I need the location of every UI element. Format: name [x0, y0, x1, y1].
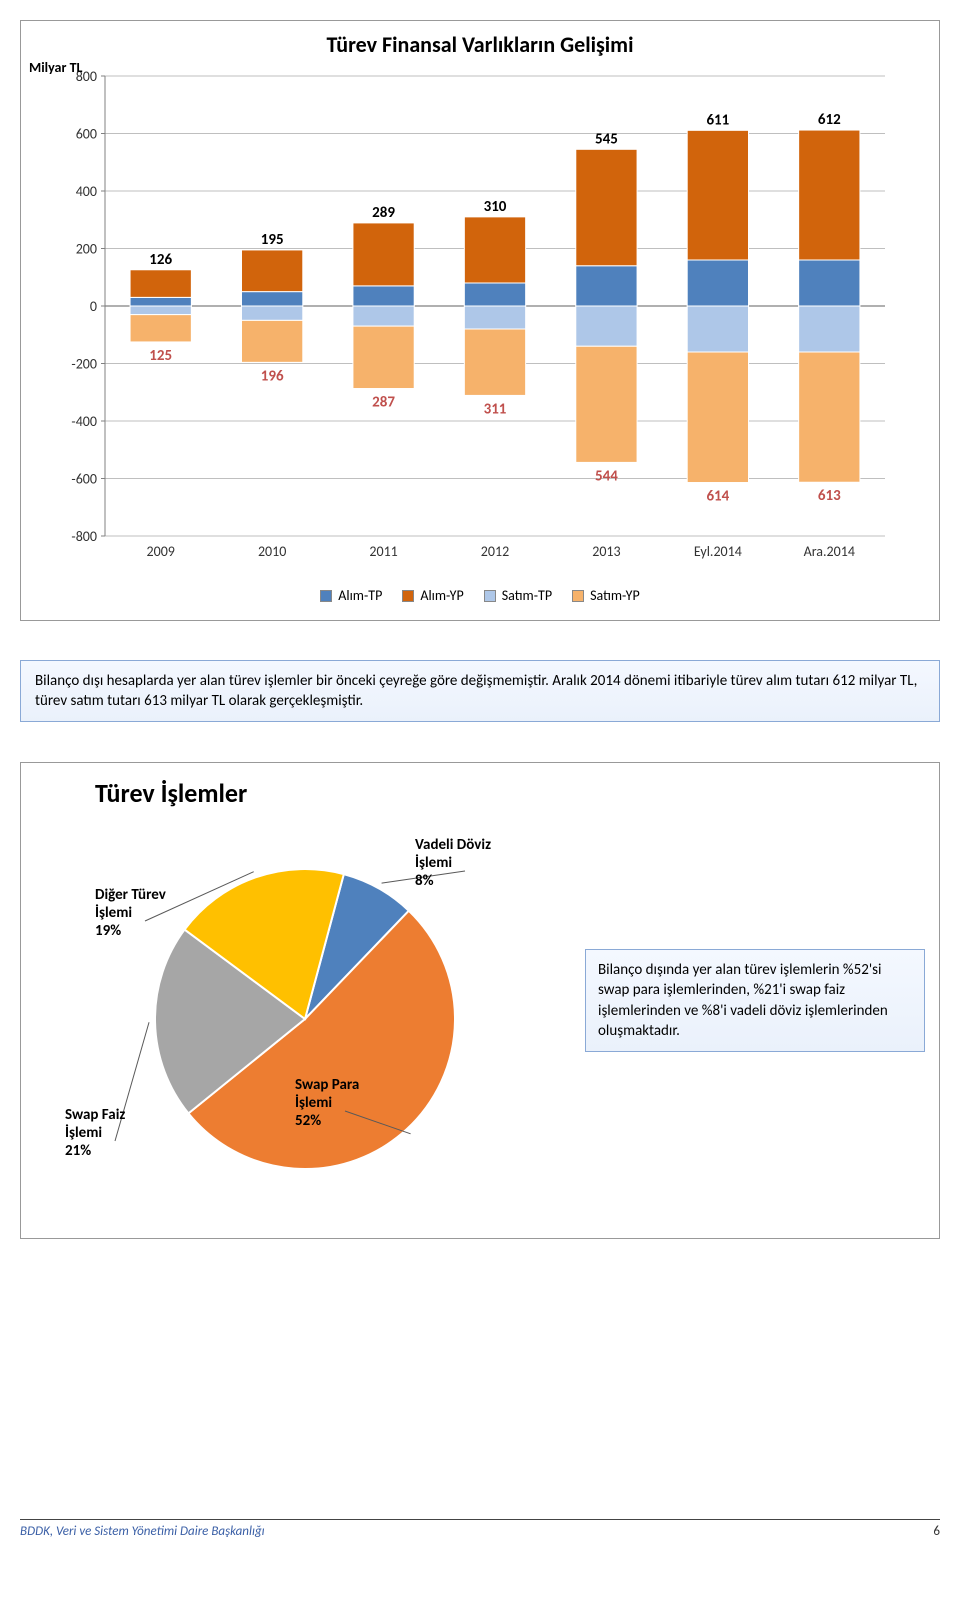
pie-left: Türev İşlemler Vadeli Dövizİşlemi8%Swap …	[35, 777, 555, 1224]
legend-label: Alım-YP	[420, 587, 463, 604]
svg-text:200: 200	[76, 241, 97, 258]
legend-item: Alım-TP	[320, 587, 382, 604]
svg-text:196: 196	[261, 367, 284, 385]
svg-text:İşlemi: İşlemi	[95, 903, 132, 922]
svg-text:19%: 19%	[95, 922, 121, 940]
svg-text:311: 311	[484, 400, 507, 418]
bar-chart-title: Türev Finansal Varlıkların Gelişimi	[35, 31, 925, 58]
svg-text:-200: -200	[71, 356, 97, 373]
svg-text:125: 125	[149, 347, 172, 365]
svg-text:-600: -600	[71, 471, 97, 488]
bar-chart-box: Türev Finansal Varlıkların Gelişimi Mily…	[20, 20, 940, 621]
svg-text:614: 614	[706, 488, 729, 506]
page-footer: BDDK, Veri ve Sistem Yönetimi Daire Başk…	[20, 1519, 940, 1539]
svg-text:611: 611	[706, 111, 729, 129]
svg-text:Ara.2014: Ara.2014	[804, 543, 855, 560]
bar-chart-commentary: Bilanço dışı hesaplarda yer alan türev i…	[20, 660, 940, 723]
svg-text:Eyl.2014: Eyl.2014	[694, 543, 742, 560]
svg-text:2011: 2011	[369, 543, 397, 560]
svg-text:Swap Para: Swap Para	[295, 1076, 359, 1094]
svg-text:600: 600	[76, 126, 97, 143]
pie-chart-box: Türev İşlemler Vadeli Dövizİşlemi8%Swap …	[20, 762, 940, 1239]
svg-text:52%: 52%	[295, 1112, 321, 1130]
pie-chart-title: Türev İşlemler	[95, 777, 555, 809]
svg-text:İşlemi: İşlemi	[415, 853, 452, 872]
svg-text:Swap Faiz: Swap Faiz	[65, 1106, 125, 1124]
svg-text:İşlemi: İşlemi	[65, 1123, 102, 1142]
svg-text:2009: 2009	[147, 543, 175, 560]
legend-label: Alım-TP	[338, 587, 382, 604]
svg-text:287: 287	[372, 394, 395, 412]
bar-chart-svg: -800-600-400-200020040060080012612520091…	[35, 66, 915, 576]
svg-text:-800: -800	[71, 528, 97, 545]
svg-text:0: 0	[90, 298, 97, 315]
svg-text:-400: -400	[71, 413, 97, 430]
svg-text:613: 613	[818, 487, 841, 505]
legend-item: Satım-YP	[572, 587, 640, 604]
bar-chart-legend: Alım-TP Alım-YP Satım-TP Satım-YP	[35, 587, 925, 606]
svg-text:126: 126	[149, 251, 172, 269]
y-axis-title: Milyar TL	[29, 59, 82, 76]
svg-text:195: 195	[261, 231, 284, 249]
svg-text:Vadeli Döviz: Vadeli Döviz	[415, 836, 491, 854]
pie-chart-svg: Vadeli Dövizİşlemi8%Swap Paraİşlemi52%Sw…	[35, 819, 555, 1219]
pie-chart-commentary: Bilanço dışında yer alan türev işlemleri…	[585, 949, 925, 1052]
legend-swatch	[572, 590, 584, 602]
legend-swatch	[402, 590, 414, 602]
svg-text:2012: 2012	[481, 543, 509, 560]
footer-page-number: 6	[933, 1524, 940, 1539]
svg-text:2010: 2010	[258, 543, 286, 560]
svg-text:544: 544	[595, 467, 618, 485]
svg-text:2013: 2013	[592, 543, 620, 560]
svg-text:8%: 8%	[415, 872, 434, 890]
legend-label: Satım-YP	[590, 587, 640, 604]
legend-swatch	[484, 590, 496, 602]
svg-text:İşlemi: İşlemi	[295, 1093, 332, 1112]
legend-label: Satım-TP	[502, 587, 552, 604]
legend-swatch	[320, 590, 332, 602]
svg-text:545: 545	[595, 130, 618, 148]
svg-text:289: 289	[372, 204, 395, 222]
svg-text:612: 612	[818, 111, 841, 129]
svg-text:400: 400	[76, 183, 97, 200]
legend-item: Alım-YP	[402, 587, 463, 604]
svg-text:310: 310	[484, 198, 507, 216]
legend-item: Satım-TP	[484, 587, 552, 604]
svg-text:21%: 21%	[65, 1142, 91, 1160]
svg-text:Diğer Türev: Diğer Türev	[95, 886, 167, 904]
footer-left: BDDK, Veri ve Sistem Yönetimi Daire Başk…	[20, 1524, 265, 1539]
